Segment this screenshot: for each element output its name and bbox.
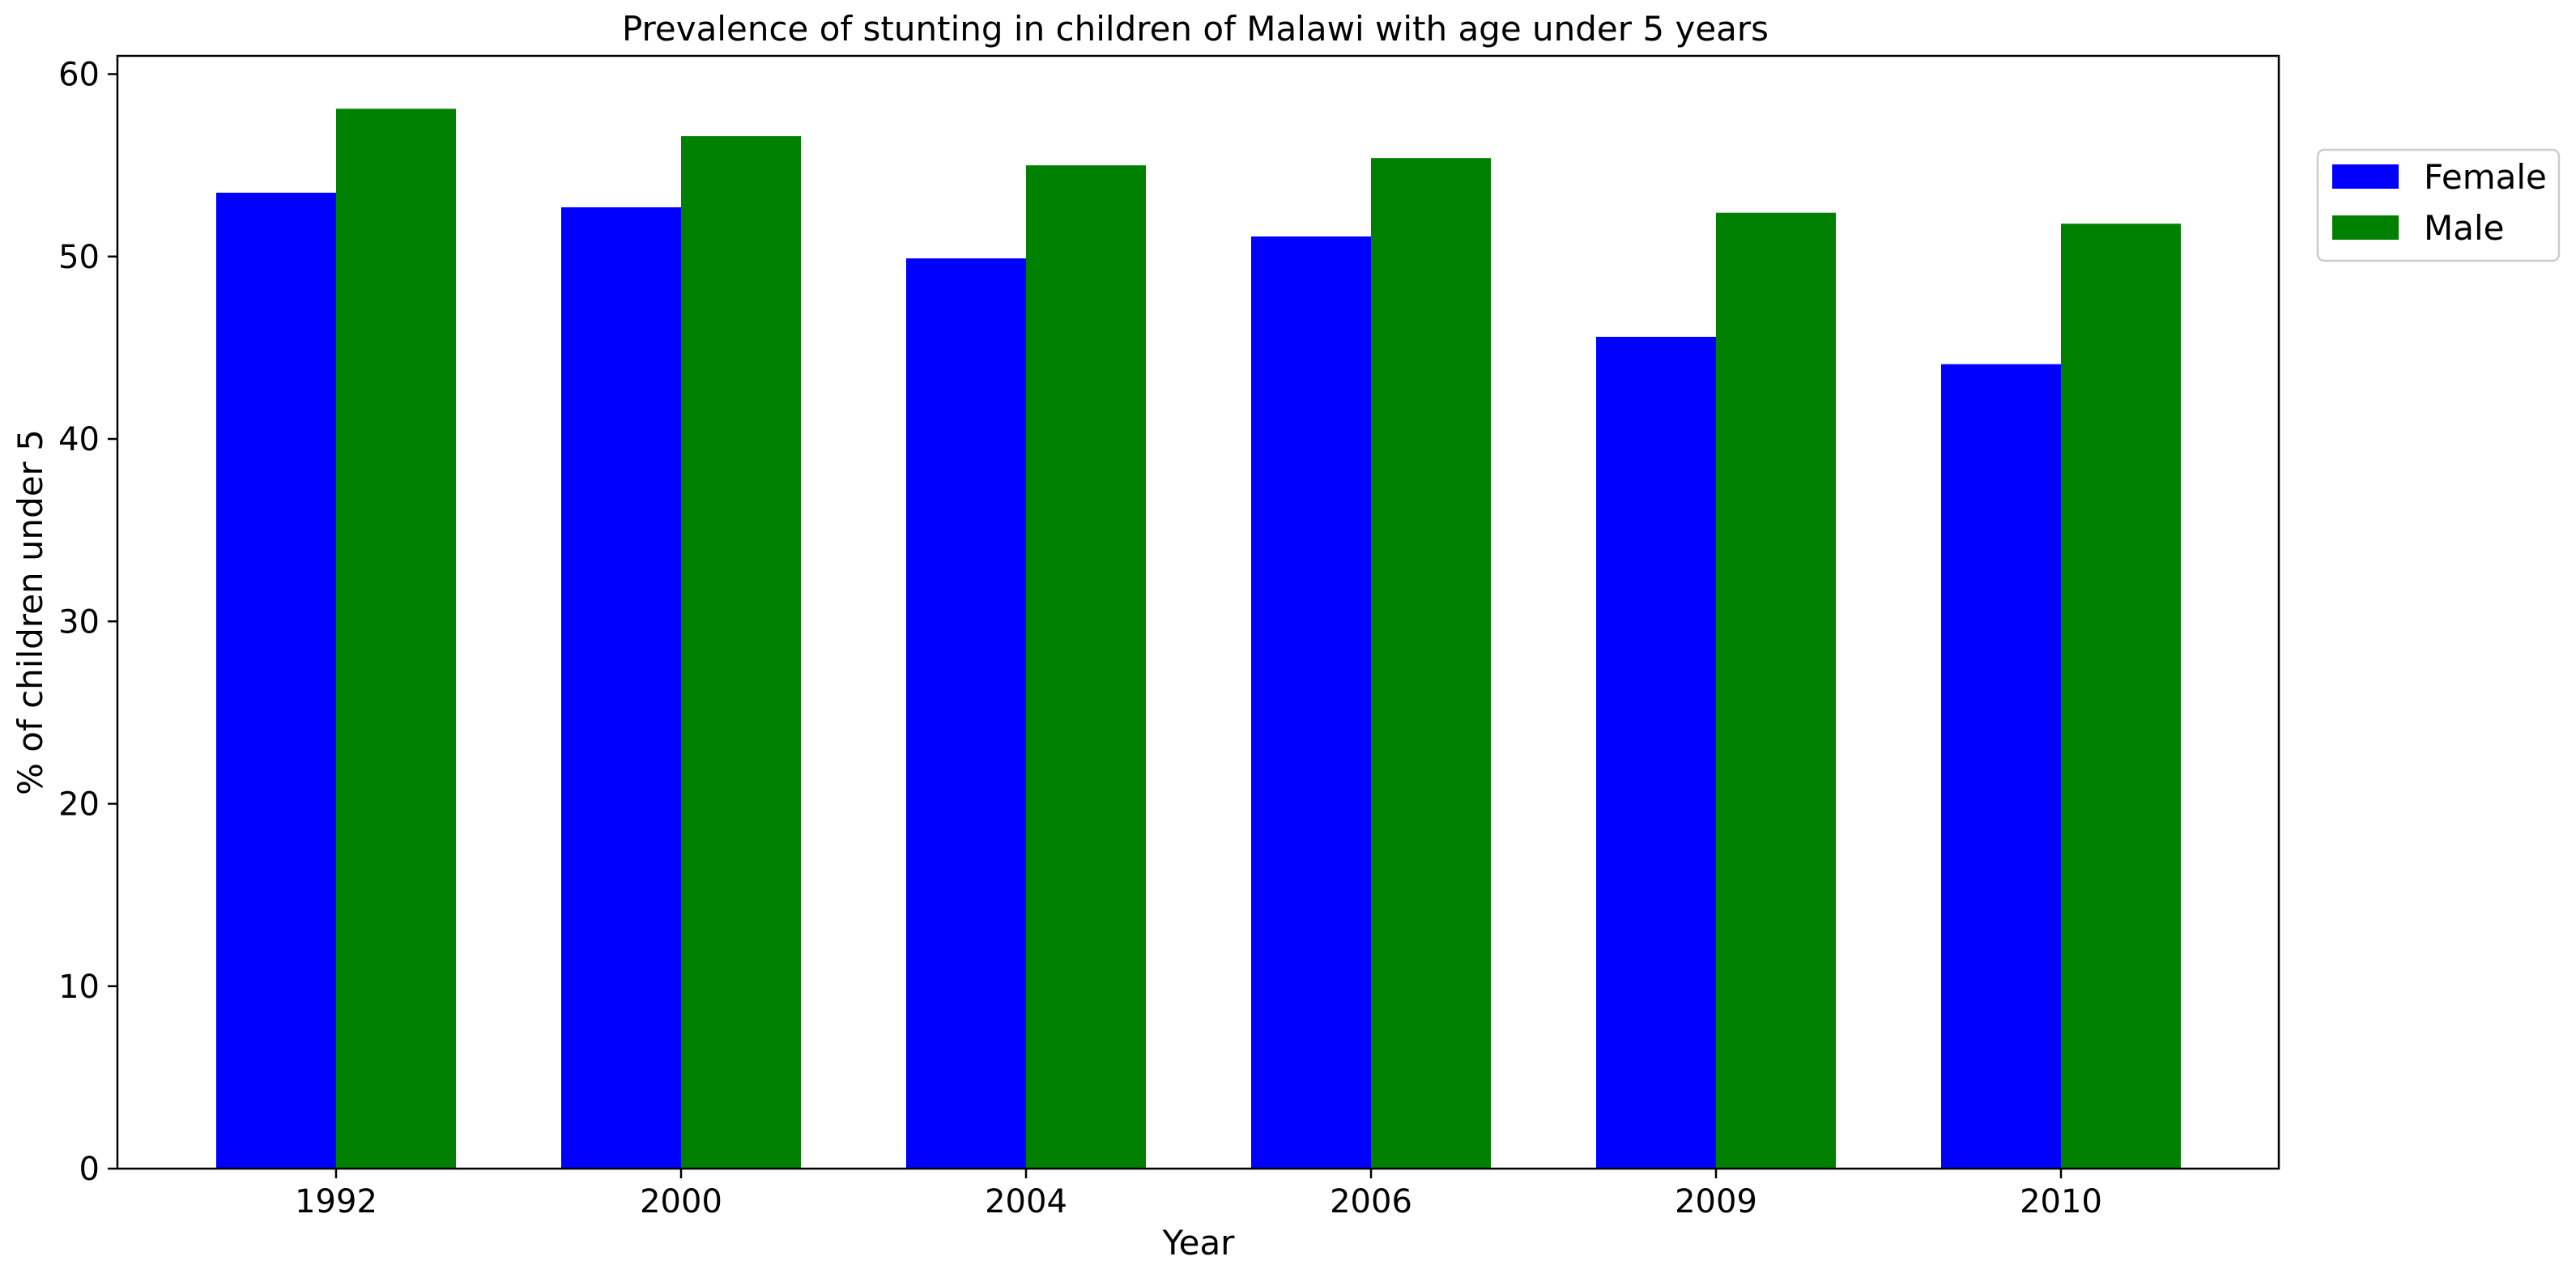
y-tick-label: 0 xyxy=(79,1151,100,1188)
bar-female-2000[interactable] xyxy=(561,207,681,1169)
y-tick-label: 10 xyxy=(58,969,100,1006)
legend-swatch-female xyxy=(2332,164,2399,189)
y-tick-label: 40 xyxy=(58,421,100,458)
legend-swatch-male xyxy=(2332,215,2399,240)
bar-female-2010[interactable] xyxy=(1941,364,2061,1169)
bar-male-2009[interactable] xyxy=(1716,212,1836,1169)
bar-female-1992[interactable] xyxy=(216,192,336,1169)
bars-layer xyxy=(216,109,2181,1169)
y-tick-label: 20 xyxy=(58,786,100,824)
x-tick-label: 2006 xyxy=(1330,1183,1412,1220)
x-tick-label: 1992 xyxy=(295,1183,377,1220)
bar-male-2010[interactable] xyxy=(2061,224,2181,1169)
bar-male-1992[interactable] xyxy=(336,109,456,1169)
x-tick-label: 2000 xyxy=(640,1183,722,1220)
y-tick-label: 60 xyxy=(58,57,100,94)
plot-frame xyxy=(116,54,2280,1170)
bar-female-2004[interactable] xyxy=(906,258,1026,1169)
bar-female-2006[interactable] xyxy=(1251,236,1371,1169)
y-tick-label: 30 xyxy=(58,603,100,641)
x-tick-label: 2009 xyxy=(1675,1183,1757,1220)
x-axis-label: Year xyxy=(1162,1223,1236,1263)
bar-female-2009[interactable] xyxy=(1596,336,1716,1169)
axes-layer: 1992 2000 2004 2006 2009 2010 0 10 20 30 40 50 60 xyxy=(58,57,2102,1220)
y-axis-label: % of children under 5 xyxy=(11,429,50,795)
x-tick-label: 2004 xyxy=(985,1183,1067,1220)
bar-male-2006[interactable] xyxy=(1371,158,1491,1169)
legend[interactable]: Female Male xyxy=(2316,148,2561,262)
bar-male-2000[interactable] xyxy=(681,136,801,1169)
y-tick-label: 50 xyxy=(58,239,100,276)
bar-male-2004[interactable] xyxy=(1026,165,1146,1169)
chart-title: Prevalence of stunting in children of Ma… xyxy=(622,9,1769,49)
x-tick-label: 2010 xyxy=(2020,1183,2102,1220)
legend-label-male: Male xyxy=(2424,208,2504,248)
legend-label-female: Female xyxy=(2424,157,2547,197)
